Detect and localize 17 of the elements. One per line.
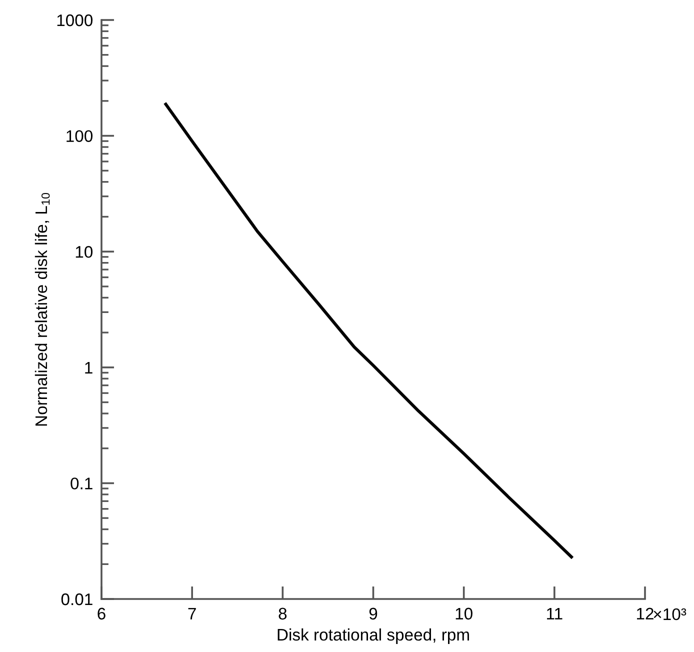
y-axis-title: Normalized relative disk life, L$_{10}$: [34, 192, 50, 426]
line-series: [163, 101, 574, 560]
x-tick-label: 8: [278, 608, 287, 620]
y-tick-label: 0.01: [61, 593, 92, 606]
x-tick-label: 6: [98, 608, 106, 620]
text: ×10³: [654, 608, 686, 620]
x-tick-label: 9: [369, 608, 378, 620]
x-axis-title: Disk rotational speed, rpm: [278, 628, 469, 644]
x-tick-label: 11: [547, 608, 562, 620]
x-tick-label: 7: [188, 608, 196, 620]
y-tick-label: 1000: [57, 14, 93, 26]
y-tick-label: 0.1: [70, 478, 92, 490]
x-tick-label: 10: [456, 608, 472, 620]
y-tick-label: 10: [76, 246, 93, 258]
x-tick-label: 12: [637, 608, 654, 620]
y-tick-label: 1: [85, 362, 92, 374]
y-tick-label: 100: [66, 130, 93, 142]
